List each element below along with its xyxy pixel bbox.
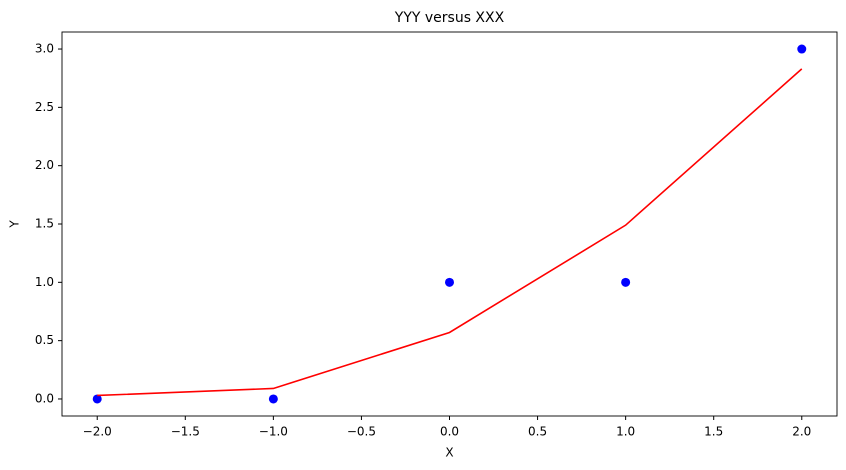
y-axis-label: Y: [8, 220, 22, 229]
x-tick-label: −1.5: [171, 425, 200, 439]
x-tick-label: 2.0: [792, 425, 811, 439]
scatter-point: [445, 277, 454, 287]
chart-title: YYY versus XXX: [394, 10, 505, 26]
x-tick-label: 1.5: [704, 425, 723, 439]
scatter-point: [621, 277, 631, 287]
x-tick-label: −1.0: [259, 425, 288, 439]
x-axis-label: X: [445, 446, 453, 460]
y-tick-label: 2.5: [35, 100, 54, 114]
y-tick-label: 0.0: [35, 391, 54, 405]
x-tick-label: 0.5: [528, 425, 547, 439]
x-tick-label: −2.0: [83, 425, 112, 439]
scatter-point: [92, 394, 102, 404]
y-tick-label: 1.5: [35, 217, 54, 231]
x-tick-label: −0.5: [347, 425, 376, 439]
x-tick-label: 1.0: [616, 425, 635, 439]
scatter-point: [268, 394, 278, 404]
y-tick-label: 2.0: [35, 158, 54, 172]
y-tick-label: 3.0: [35, 42, 54, 56]
y-tick-label: 0.5: [35, 333, 54, 347]
line: [97, 68, 803, 397]
scatter-point: [797, 44, 807, 54]
y-tick-label: 1.0: [35, 275, 54, 289]
x-tick-label: 0.0: [440, 425, 459, 439]
plot-frame: [61, 31, 838, 417]
